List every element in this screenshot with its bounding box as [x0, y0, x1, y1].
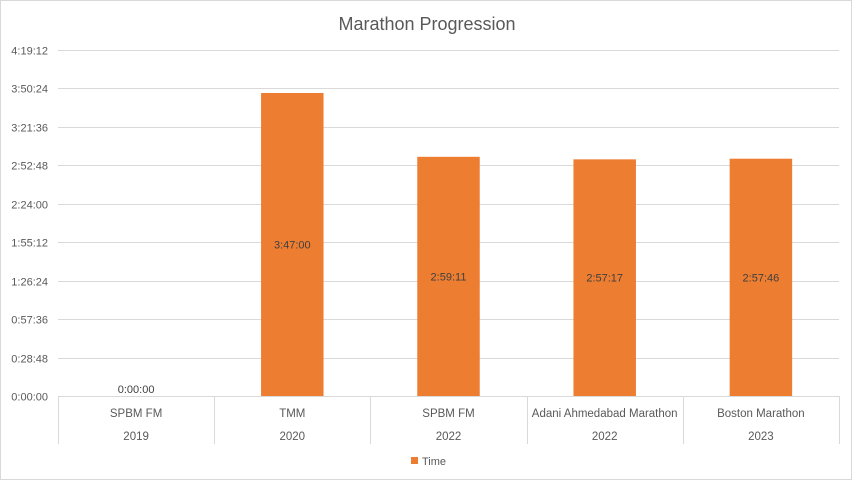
data-label: 3:47:00 — [274, 239, 311, 251]
x-category-label: SPBM FM — [422, 408, 474, 420]
x-category-label: Boston Marathon — [717, 408, 805, 420]
x-category-label: TMM — [279, 408, 305, 420]
y-tick-label: 3:21:36 — [11, 123, 48, 135]
bar — [729, 158, 793, 396]
y-axis-ticks: 0:00:00 0:28:48 0:57:36 1:26:24 1:55:12 2:24:… — [11, 46, 48, 404]
y-tick-label: 0:28:48 — [11, 354, 48, 366]
data-label: 2:57:17 — [586, 273, 623, 285]
x-year-label: 2022 — [592, 431, 618, 443]
y-tick-label: 0:57:36 — [11, 315, 48, 327]
x-year-label: 2023 — [748, 431, 774, 443]
x-year-label: 2020 — [280, 431, 306, 443]
data-label: 2:57:46 — [743, 272, 780, 284]
y-tick-label: 2:52:48 — [11, 161, 48, 173]
bars — [261, 92, 793, 396]
chart-title: Marathon Progression — [338, 14, 515, 34]
y-tick-label: 3:50:24 — [11, 84, 48, 96]
y-tick-label: 2:24:00 — [11, 200, 48, 212]
bar — [261, 92, 324, 396]
y-tick-label: 1:55:12 — [11, 238, 48, 250]
data-label: 0:00:00 — [118, 384, 155, 396]
legend: Time — [411, 456, 446, 468]
x-category-label: Adani Ahmedabad Marathon — [532, 408, 678, 420]
x-category-label: SPBM FM — [110, 408, 162, 420]
bar — [417, 156, 480, 396]
legend-swatch-time — [411, 457, 418, 464]
legend-label-time: Time — [422, 456, 446, 468]
x-axis: SPBM FM 2019 TMM 2020 SPBM FM 2022 Adani Ahmed… — [58, 396, 840, 444]
x-year-label: 2022 — [436, 431, 462, 443]
bar — [573, 159, 636, 396]
data-labels: 0:00:00 3:47:00 2:59:11 2:57:17 2:57:46 — [118, 239, 780, 396]
y-tick-label: 1:26:24 — [11, 277, 48, 289]
x-year-label: 2019 — [123, 431, 149, 443]
y-tick-label: 4:19:12 — [11, 46, 48, 58]
y-tick-label: 0:00:00 — [11, 392, 48, 404]
data-label: 2:59:11 — [431, 271, 467, 283]
